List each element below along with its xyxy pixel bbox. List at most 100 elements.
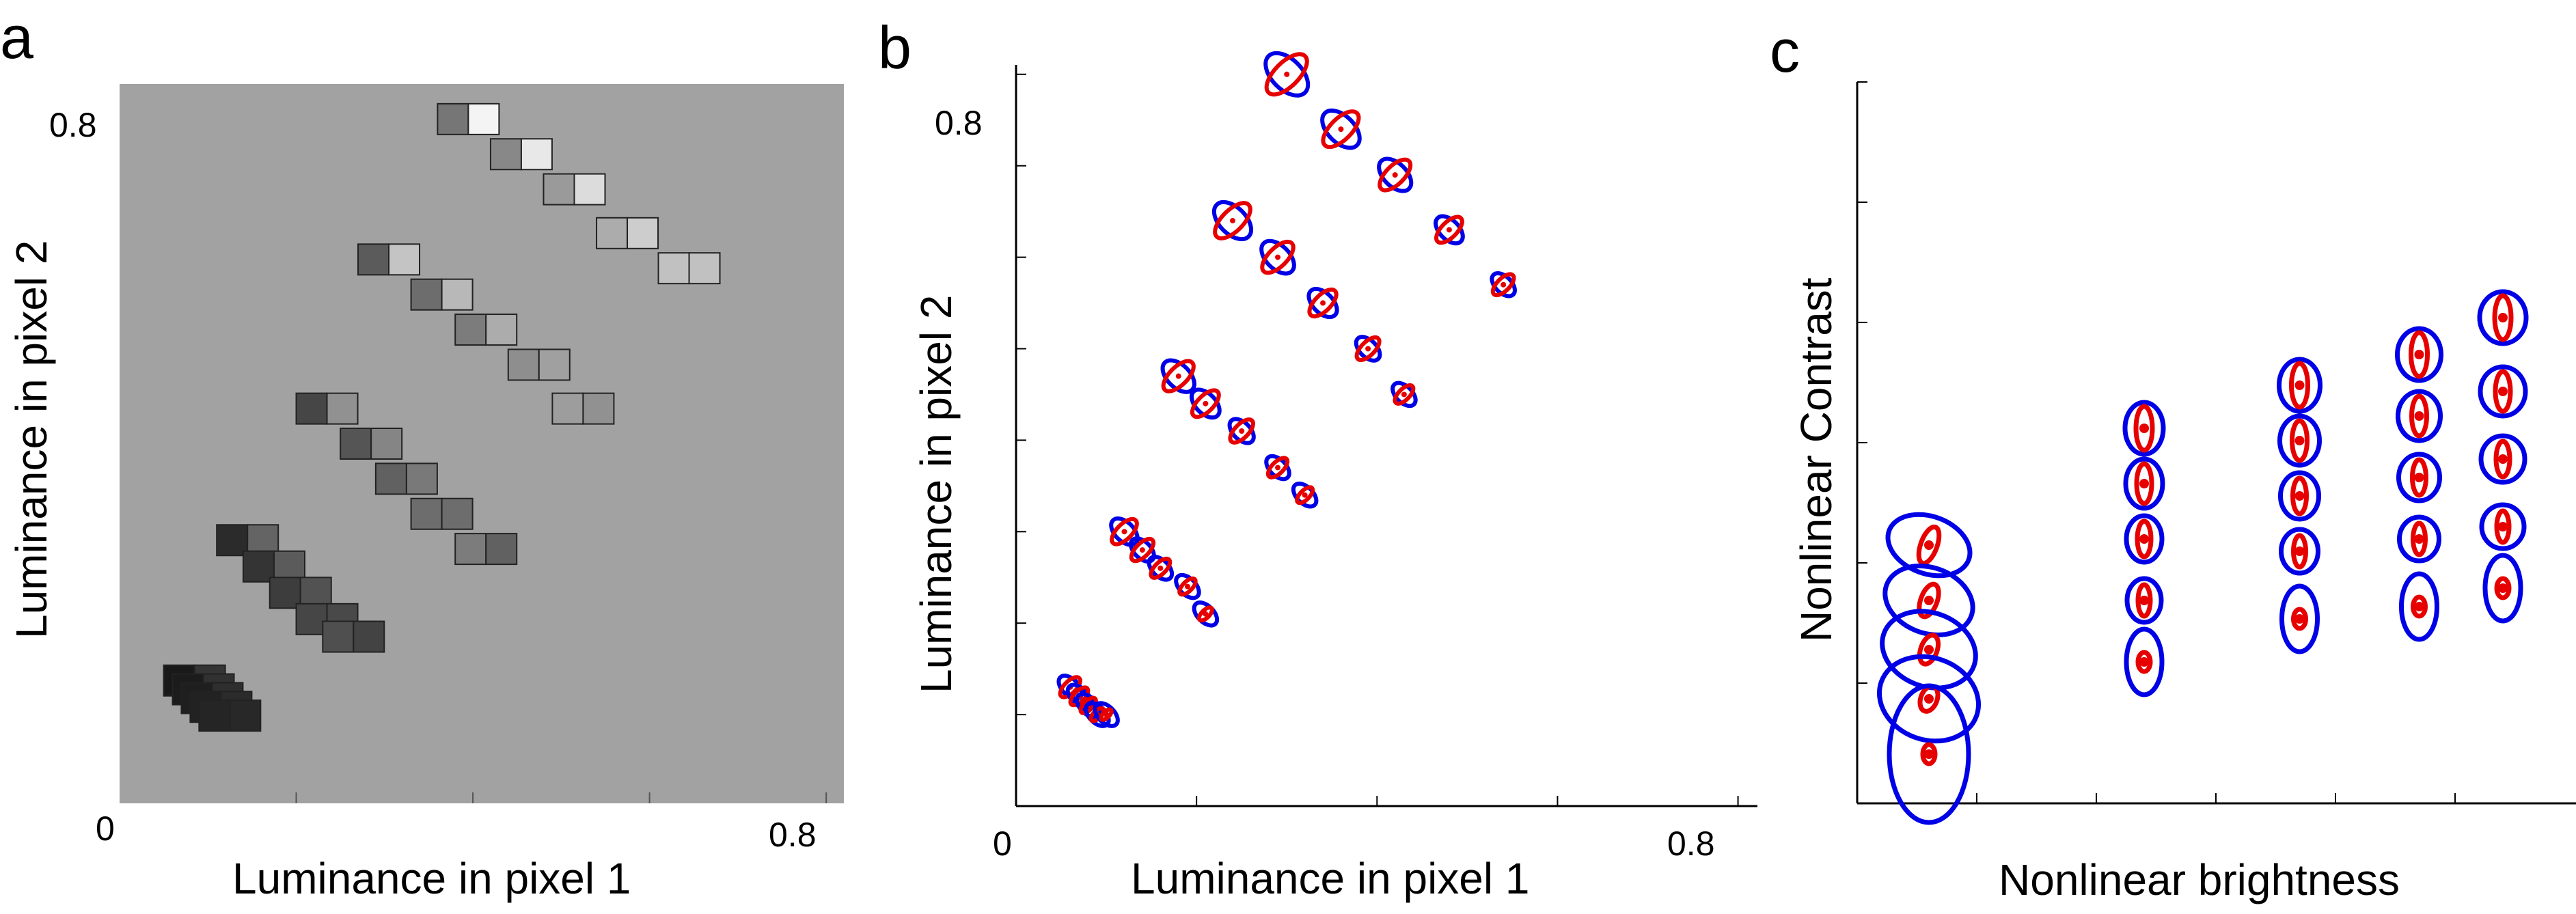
ellipse-pair	[1189, 387, 1222, 420]
ellipse-pair	[2124, 626, 2165, 697]
panel-b-xtick-label-1: 0.8	[1667, 825, 1715, 863]
panel-b-marks	[1056, 51, 1517, 728]
ellipse-center-dot	[1275, 465, 1281, 471]
ellipse-pair	[1354, 335, 1382, 363]
ellipse-pair	[1880, 609, 1978, 691]
ellipse-pair	[1885, 512, 1973, 579]
blue-ellipse	[2396, 452, 2442, 503]
ellipse-center-dot	[2414, 473, 2424, 482]
pixel-pair-left-square	[198, 700, 231, 732]
ellipse-center-dot	[2294, 436, 2305, 445]
pixel-pair-right-square	[467, 102, 500, 135]
pixel-pair-right-square	[405, 462, 438, 495]
ellipse-center-dot	[2139, 424, 2149, 433]
red-ellipse	[2291, 533, 2308, 570]
blue-ellipse	[2396, 389, 2443, 443]
blue-ellipse	[2277, 357, 2322, 414]
ellipse-center-dot	[1229, 218, 1235, 224]
ellipse-pair	[1147, 555, 1175, 582]
ellipse-pair	[1259, 238, 1296, 276]
blue-ellipse	[1434, 214, 1465, 246]
pixel-pair-left-square	[242, 550, 275, 583]
ellipse-center-dot	[1924, 694, 1934, 704]
blue-ellipse	[1882, 564, 1975, 637]
ellipse-center-dot	[2294, 491, 2305, 501]
pixel-pair-right-square	[627, 217, 659, 249]
blue-ellipse	[2399, 571, 2439, 642]
ellipse-pair	[1174, 572, 1201, 600]
red-ellipse	[2494, 508, 2512, 545]
blue-ellipse	[1147, 555, 1175, 582]
blue-ellipse	[2278, 470, 2321, 522]
pixel-pair-right-square	[229, 700, 262, 732]
blue-ellipse	[1227, 417, 1256, 445]
ellipse-center-dot	[2498, 583, 2508, 593]
red-ellipse	[2409, 393, 2429, 439]
red-ellipse	[2133, 404, 2155, 453]
ellipse-center-dot	[2498, 522, 2508, 531]
red-ellipse	[2494, 576, 2512, 600]
ellipse-center-dot	[1121, 529, 1127, 535]
blue-ellipse	[2397, 514, 2441, 564]
ellipse-center-dot	[1924, 540, 1934, 550]
ellipse-pair	[2396, 452, 2442, 503]
blue-ellipse	[2123, 456, 2165, 511]
ellipse-center-dot	[1104, 712, 1110, 718]
panel-a: a 0.8 0 0.8 Luminance in pixel 1 Luminan…	[0, 3, 844, 903]
ellipse-center-dot	[1320, 300, 1326, 306]
red-ellipse	[1354, 335, 1382, 362]
pixel-pair-left-square	[410, 497, 443, 530]
blue-ellipse	[1189, 387, 1222, 420]
red-ellipse	[1490, 272, 1516, 298]
red-ellipse	[1129, 536, 1156, 564]
red-ellipse	[2135, 518, 2154, 559]
ellipse-center-dot	[2414, 534, 2424, 544]
ellipse-pair	[1160, 358, 1196, 394]
red-ellipse	[2289, 361, 2310, 410]
panel-b-letter: b	[878, 14, 912, 81]
red-ellipse	[1196, 605, 1214, 623]
ellipse-center-dot	[2139, 596, 2149, 605]
ellipse-pair	[2123, 456, 2165, 511]
pixel-pair-left-square	[657, 252, 690, 285]
pixel-pair-right-square	[485, 314, 518, 346]
ellipse-pair	[1377, 156, 1414, 193]
ellipse-pair	[1876, 654, 1982, 744]
pixel-pair-right-square	[370, 428, 403, 460]
blue-ellipse	[1160, 358, 1196, 394]
blue-ellipse	[1876, 654, 1982, 744]
red-ellipse	[1264, 52, 1309, 97]
panel-c-ylabel: Nonlinear Contrast	[1792, 277, 1841, 642]
panel-b-xtick-label-0: 0	[993, 825, 1012, 863]
ellipse-pair	[2278, 470, 2321, 522]
panel-c-xlabel: Nonlinear brightness	[1999, 855, 2400, 904]
red-ellipse	[1099, 707, 1114, 722]
ellipse-center-dot	[2294, 546, 2305, 556]
red-ellipse	[1916, 524, 1942, 566]
red-ellipse	[1434, 214, 1464, 245]
ellipse-pair	[1264, 454, 1291, 482]
ellipse-pair	[1093, 701, 1120, 728]
ellipse-center-dot	[1365, 346, 1371, 352]
blue-ellipse	[2122, 400, 2166, 457]
red-ellipse	[1110, 516, 1139, 546]
ellipse-pair	[1227, 417, 1256, 445]
pixel-pair-left-square	[551, 392, 584, 425]
pixel-pair-right-square	[485, 533, 518, 566]
red-ellipse	[1213, 201, 1252, 240]
blue-ellipse	[2482, 553, 2523, 624]
panel-b-ytick-label: 0.8	[935, 104, 983, 142]
blue-ellipse	[1354, 335, 1382, 363]
pixel-pair-right-square	[538, 348, 571, 381]
ellipse-center-dot	[1924, 645, 1934, 654]
panel-a-ticks	[295, 792, 827, 803]
ellipse-pair	[2122, 400, 2166, 457]
blue-ellipse	[1377, 156, 1414, 193]
red-ellipse	[2493, 369, 2513, 414]
ellipse-pair	[2277, 413, 2322, 468]
panel-c-letter: c	[1770, 17, 1800, 85]
ellipse-pair	[1211, 199, 1254, 242]
red-ellipse	[1078, 695, 1098, 715]
ellipse-center-dot	[1184, 583, 1190, 590]
ellipse-center-dot	[1302, 492, 1308, 498]
